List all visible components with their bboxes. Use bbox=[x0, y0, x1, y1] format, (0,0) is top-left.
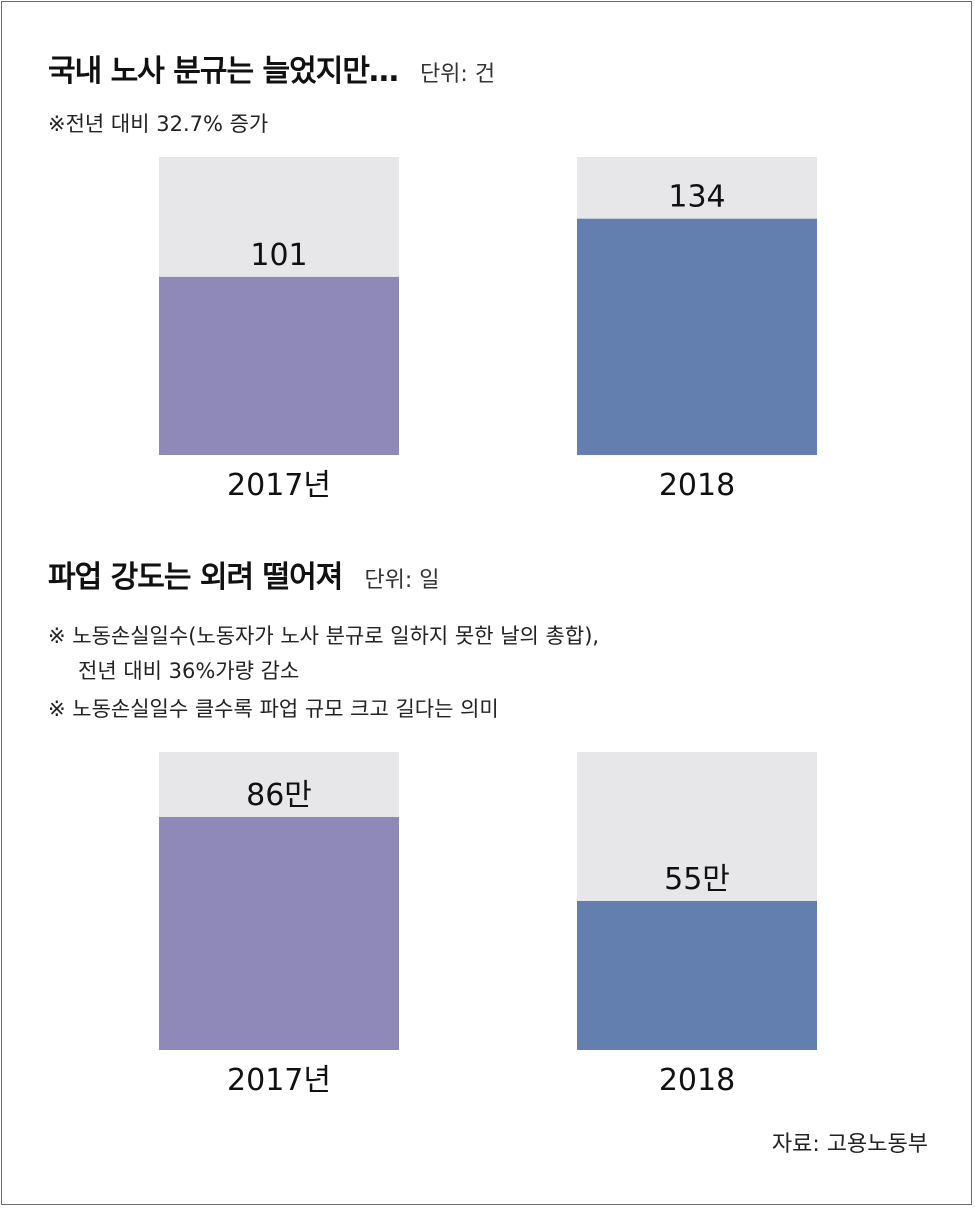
value-label-2: 134 bbox=[668, 180, 725, 215]
chart2-header: 파업 강도는 외려 떨어져 단위: 일 bbox=[48, 552, 439, 596]
value-label-1: 86만 bbox=[246, 778, 312, 813]
source-note: 자료: 고용노동부 bbox=[771, 1132, 928, 1157]
chart2-plot: 86만 2017년 55만 2018 bbox=[159, 752, 817, 1098]
value-label-2: 55만 bbox=[664, 862, 730, 897]
chart1-unit: 단위: 건 bbox=[419, 62, 496, 87]
chart2-title: 파업 강도는 외려 떨어져 bbox=[48, 560, 343, 595]
bar-1 bbox=[159, 276, 399, 455]
chart2-note-3: ※ 노동손실일수 클수록 파업 규모 크고 길다는 의미 bbox=[48, 697, 499, 721]
category-label-2: 2018 bbox=[659, 1063, 735, 1098]
value-label-1: 101 bbox=[250, 238, 307, 273]
category-label-2: 2018 bbox=[659, 468, 735, 503]
chart2-unit: 단위: 일 bbox=[364, 568, 440, 593]
chart1-plot: 101 2017년 134 2018 bbox=[159, 157, 817, 503]
category-label-1: 2017년 bbox=[227, 1063, 331, 1098]
chart1-note: ※전년 대비 32.7% 증가 bbox=[48, 112, 269, 136]
category-label-1: 2017년 bbox=[227, 468, 331, 503]
bar-2 bbox=[577, 218, 817, 455]
bar-2 bbox=[577, 901, 817, 1050]
chart2-note-2: 전년 대비 36%가량 감소 bbox=[78, 659, 300, 683]
chart2-note-1: ※ 노동손실일수(노동자가 노사 분규로 일하지 못한 날의 총합), bbox=[48, 624, 600, 648]
bar-1 bbox=[159, 817, 399, 1050]
chart1-header: 국내 노사 분규는 늘었지만… 단위: 건 bbox=[48, 46, 495, 90]
chart1-title: 국내 노사 분규는 늘었지만… bbox=[48, 54, 399, 89]
